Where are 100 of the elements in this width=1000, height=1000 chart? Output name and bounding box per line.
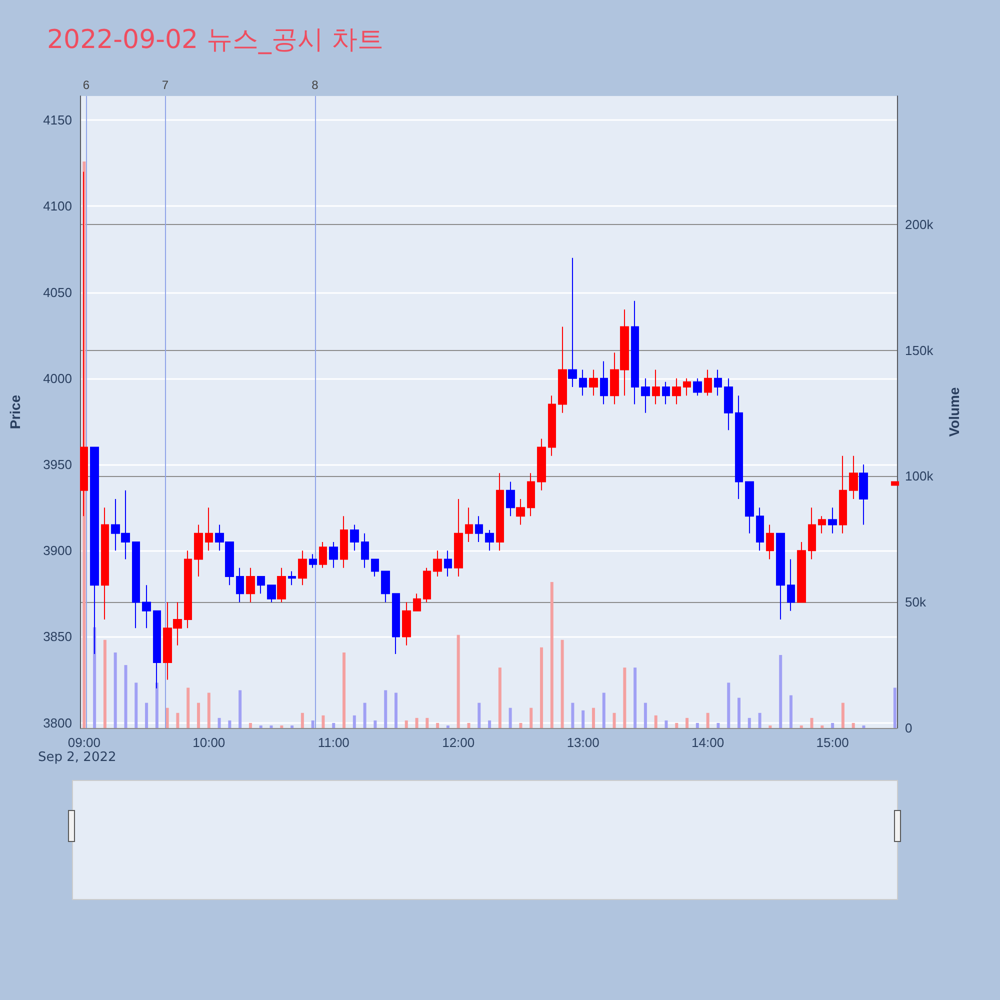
bar: [134, 682, 138, 728]
x-tick-label: 12:00: [442, 735, 475, 750]
candlestick: [693, 378, 702, 396]
candlestick: [433, 550, 442, 577]
candlestick: [849, 455, 858, 500]
bar: [248, 722, 252, 728]
bar: [456, 634, 460, 728]
bar: [831, 722, 834, 728]
bar: [196, 702, 200, 728]
bar: [540, 647, 544, 728]
bar: [634, 668, 637, 728]
candlestick: [454, 498, 463, 577]
y-tick-label: 3800: [43, 715, 72, 730]
text: Sep 2, 2022: [38, 750, 116, 765]
candlestick: [600, 360, 608, 405]
candlestick: [288, 570, 296, 586]
bar: [571, 702, 574, 728]
bar: [686, 718, 689, 728]
candlestick: [776, 532, 785, 620]
bar: [644, 702, 647, 728]
candlestick: [423, 567, 431, 603]
bar: [478, 702, 481, 728]
candlestick: [496, 472, 504, 552]
candlestick: [828, 507, 837, 534]
candlestick: [548, 395, 556, 456]
bar: [363, 702, 366, 728]
bar: [93, 627, 96, 728]
ref-line-label: 7: [162, 78, 169, 92]
candlestick: [704, 369, 712, 396]
bar: [893, 688, 896, 728]
bar: [696, 722, 699, 728]
candlestick: [859, 464, 868, 526]
bar: [498, 668, 502, 728]
candlestick: [267, 584, 276, 603]
candlestick: [298, 550, 307, 586]
candlestick: [465, 507, 473, 543]
bar: [664, 720, 668, 728]
candlestick: [527, 472, 535, 517]
bar: [270, 725, 273, 728]
candlestick: [506, 481, 515, 517]
candlestick: [756, 507, 764, 552]
ref-line-label: 8: [312, 78, 319, 92]
candlestick: [309, 554, 317, 568]
candlestick: [361, 532, 369, 568]
candlestick: [516, 498, 525, 526]
bar: [155, 682, 158, 728]
candlestick: [236, 567, 244, 603]
candlestick: [839, 455, 847, 534]
candlestick: [371, 558, 379, 577]
candlestick: [277, 567, 286, 603]
bar: [800, 725, 803, 728]
candlestick: [142, 584, 151, 629]
x-tick-label: 13:00: [566, 735, 600, 750]
bar: [727, 682, 730, 728]
y-tick-label: 4050: [43, 284, 72, 300]
bar: [467, 722, 470, 728]
candlestick: [714, 369, 722, 396]
bar: [768, 725, 772, 728]
bar: [560, 640, 564, 728]
bar: [841, 702, 844, 728]
bar: [218, 718, 221, 728]
bar: [582, 710, 585, 728]
bar: [436, 722, 440, 728]
candlestick: [652, 369, 660, 405]
candlestick: [340, 516, 348, 568]
candlestick: [485, 529, 494, 552]
candlestick: [205, 507, 213, 552]
bar: [374, 720, 377, 728]
candlestick: [402, 602, 411, 646]
candlestick: [413, 593, 421, 612]
candlestick: [246, 567, 255, 603]
bar: [166, 708, 169, 728]
candlestick: [132, 542, 140, 629]
bar: [519, 722, 522, 728]
bar: [862, 725, 866, 728]
bar: [404, 720, 408, 728]
bar: [716, 722, 720, 728]
candlestick: [194, 524, 203, 577]
candlestick: [662, 381, 670, 405]
y-tick-label: 4100: [43, 198, 72, 214]
y2-tick-label: 150k: [905, 342, 934, 358]
bar: [623, 668, 626, 728]
x-tick-label: 10:00: [192, 735, 226, 750]
candlestick: [101, 507, 109, 620]
bar: [342, 652, 346, 728]
candlestick: [745, 481, 754, 534]
candlestick: [724, 378, 733, 431]
bar: [259, 725, 262, 728]
candlestick: [329, 542, 338, 568]
bar: [748, 718, 751, 728]
bar: [488, 720, 492, 728]
bar: [114, 652, 117, 728]
bar: [706, 712, 710, 728]
candlestick: [641, 378, 650, 414]
y-tick-label: 3950: [43, 457, 72, 472]
bar: [550, 582, 554, 728]
ref-line-label: 6: [82, 78, 90, 92]
bar: [530, 708, 533, 728]
bar: [592, 708, 595, 728]
candlestick: [631, 300, 639, 405]
